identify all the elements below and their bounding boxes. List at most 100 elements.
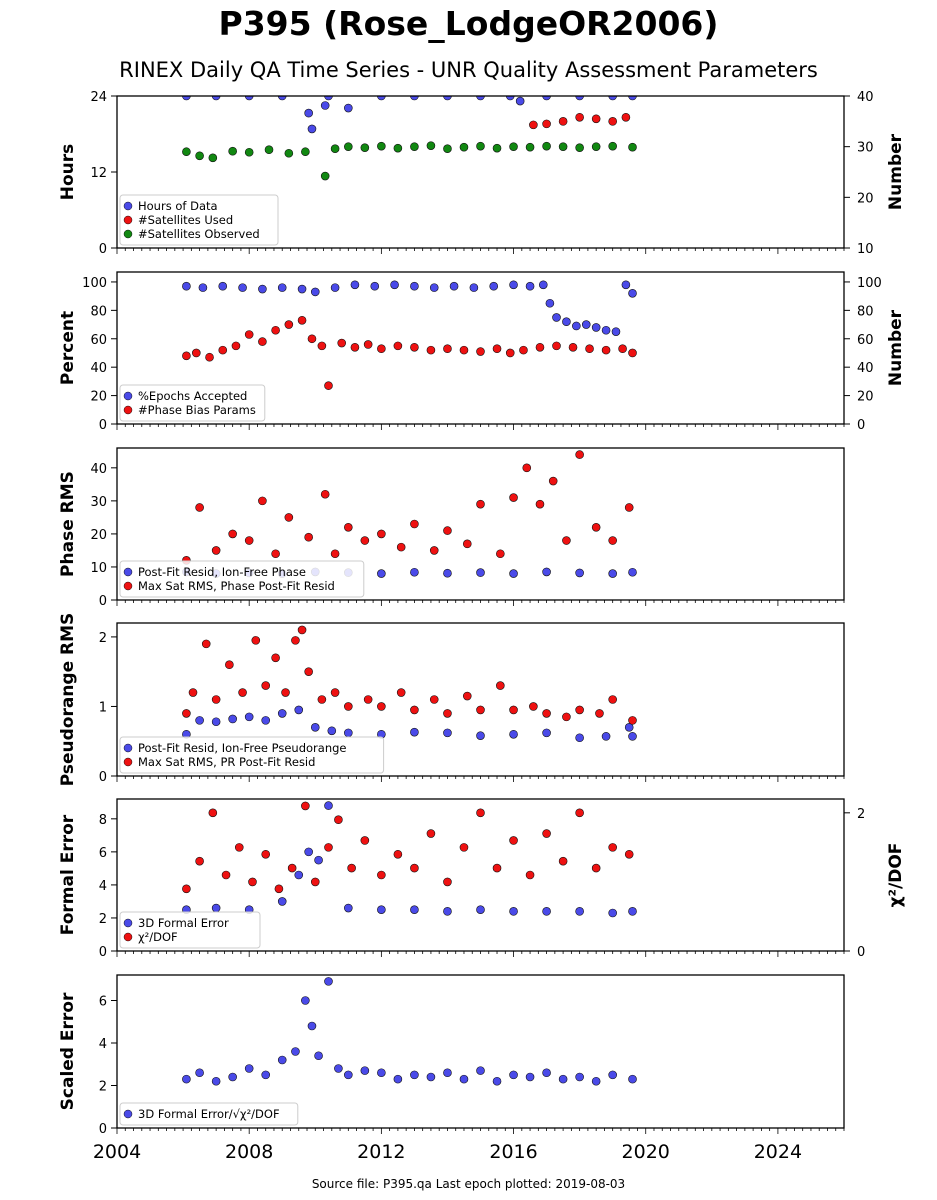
data-point [462,691,472,701]
series-1 [182,705,637,743]
y-tick-label: 12 [90,166,107,181]
legend-marker [123,229,133,239]
data-point [542,907,551,916]
y-tick-label: 80 [90,304,107,319]
data-point [251,636,261,645]
data-point [476,96,485,101]
panel-scaled-error: 0 2 4 6 2004 2008 2012 2016 2020 2024 Scaled Error… [58,974,845,1163]
data-point [443,877,452,887]
series-3 [182,141,637,181]
data-point [529,702,538,711]
data-point [628,142,637,152]
data-point [591,523,601,532]
data-point [529,120,538,130]
legend-label: #Phase Bias Params [138,403,256,417]
y-right-tick-label: 0 [857,418,865,433]
y-right-tick-label: 100 [857,276,882,291]
data-point [558,1074,568,1084]
y-tick-label: 24 [90,90,107,105]
data-point [182,147,191,157]
data-point [591,323,601,332]
y-right-tick-label: 60 [857,333,874,348]
data-point [443,96,452,101]
data-point [377,344,386,354]
legend-marker [123,201,133,211]
data-point [459,345,469,355]
data-point [548,476,558,486]
data-point [575,450,584,459]
data-point [182,709,191,718]
data-point [334,1064,343,1073]
data-point [330,549,340,559]
data-point [320,171,330,181]
data-point [443,144,452,153]
data-point [377,1068,386,1078]
legend-marker [123,918,133,928]
data-point [601,732,611,741]
plot-area [182,625,637,743]
data-point [476,347,485,356]
data-point [324,96,333,101]
data-point [575,907,584,916]
data-point [525,281,535,291]
data-point [274,884,284,894]
y-tick-label: 20 [90,390,107,405]
y-tick-label: 40 [90,462,107,477]
data-point [277,1055,287,1065]
y-right-tick-label: 20 [857,390,874,405]
legend: %Epochs Accepted#Phase Bias Params [119,384,266,422]
legend-frame [119,736,385,774]
data-point [575,143,584,152]
data-point [618,344,627,354]
data-point [192,348,201,358]
plot-area [182,96,637,181]
y-tick-label: 2 [99,912,107,927]
data-point [476,1066,485,1075]
data-point [211,1076,221,1086]
data-point [611,327,621,336]
data-point [410,705,419,715]
data-point [363,695,373,704]
y-right-tick-label: 2 [857,807,865,822]
data-point [535,499,545,509]
data-point [459,142,469,152]
data-point [608,96,617,101]
data-point [591,114,601,124]
y-axis-label: Phase RMS [58,471,78,577]
data-point [393,143,403,153]
data-point [231,341,241,351]
y-right-axis-label: Number [886,309,906,386]
y-tick-label: 40 [90,361,107,376]
data-point [459,1074,469,1084]
legend-marker [123,1109,133,1119]
data-point [301,801,310,811]
y-tick-label: 1 [99,700,107,715]
data-point [324,381,333,390]
series-1 [182,96,637,134]
data-point [277,709,287,718]
chart-subtitle: RINEX Daily QA Time Series - UNR Quality… [119,58,818,82]
data-point [410,519,419,529]
data-point [542,1068,551,1078]
data-point [228,146,237,156]
data-point [443,526,452,535]
data-point [410,567,419,577]
data-point [182,96,191,101]
y-tick-label: 0 [99,242,107,257]
data-point [542,829,551,838]
data-point [244,712,254,722]
legend-label: Max Sat RMS, PR Post-Fit Resid [138,755,315,769]
data-point [248,877,257,887]
plot-area [182,280,637,390]
data-point [426,345,436,355]
x-tick-label: 2012 [357,1141,405,1163]
data-point [297,625,307,635]
data-point [198,283,208,292]
data-point [509,569,518,578]
data-point [575,112,584,122]
data-point [628,567,637,577]
data-point [410,142,419,151]
data-point [330,688,340,697]
series-1 [182,280,637,336]
data-point [377,96,386,101]
